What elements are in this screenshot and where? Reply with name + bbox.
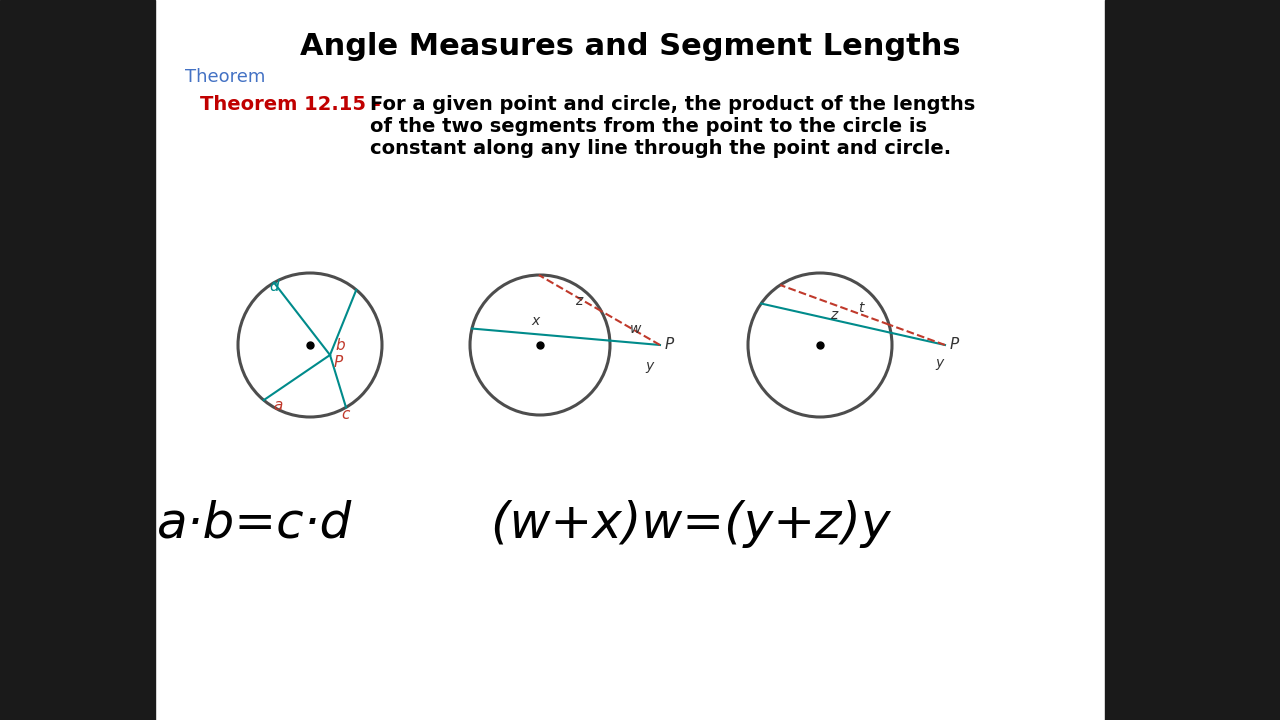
Bar: [1105, 0, 1280, 720]
Text: y: y: [645, 359, 653, 373]
Text: a: a: [274, 398, 283, 413]
Text: b: b: [335, 338, 344, 353]
Text: Theorem 12.15 -: Theorem 12.15 -: [200, 95, 388, 114]
Text: For a given point and circle, the product of the lengths: For a given point and circle, the produc…: [370, 95, 975, 114]
Text: Angle Measures and Segment Lengths: Angle Measures and Segment Lengths: [300, 32, 960, 61]
Text: t: t: [858, 301, 864, 315]
Bar: [0, 0, 155, 720]
Text: a·b=c·d: a·b=c·d: [157, 500, 352, 548]
Text: Theorem: Theorem: [186, 68, 265, 86]
Text: x: x: [531, 314, 539, 328]
Text: d: d: [269, 279, 279, 294]
Text: (w+x)w=(y+z)y: (w+x)w=(y+z)y: [490, 500, 891, 548]
Text: y: y: [934, 356, 943, 370]
Text: c: c: [340, 408, 349, 423]
Text: constant along any line through the point and circle.: constant along any line through the poin…: [370, 139, 951, 158]
Text: P: P: [666, 337, 675, 352]
Text: P: P: [950, 337, 959, 352]
Text: of the two segments from the point to the circle is: of the two segments from the point to th…: [370, 117, 927, 136]
Text: z: z: [829, 308, 837, 322]
Text: z: z: [575, 294, 582, 308]
Text: w: w: [630, 322, 641, 336]
Text: P: P: [334, 355, 343, 370]
